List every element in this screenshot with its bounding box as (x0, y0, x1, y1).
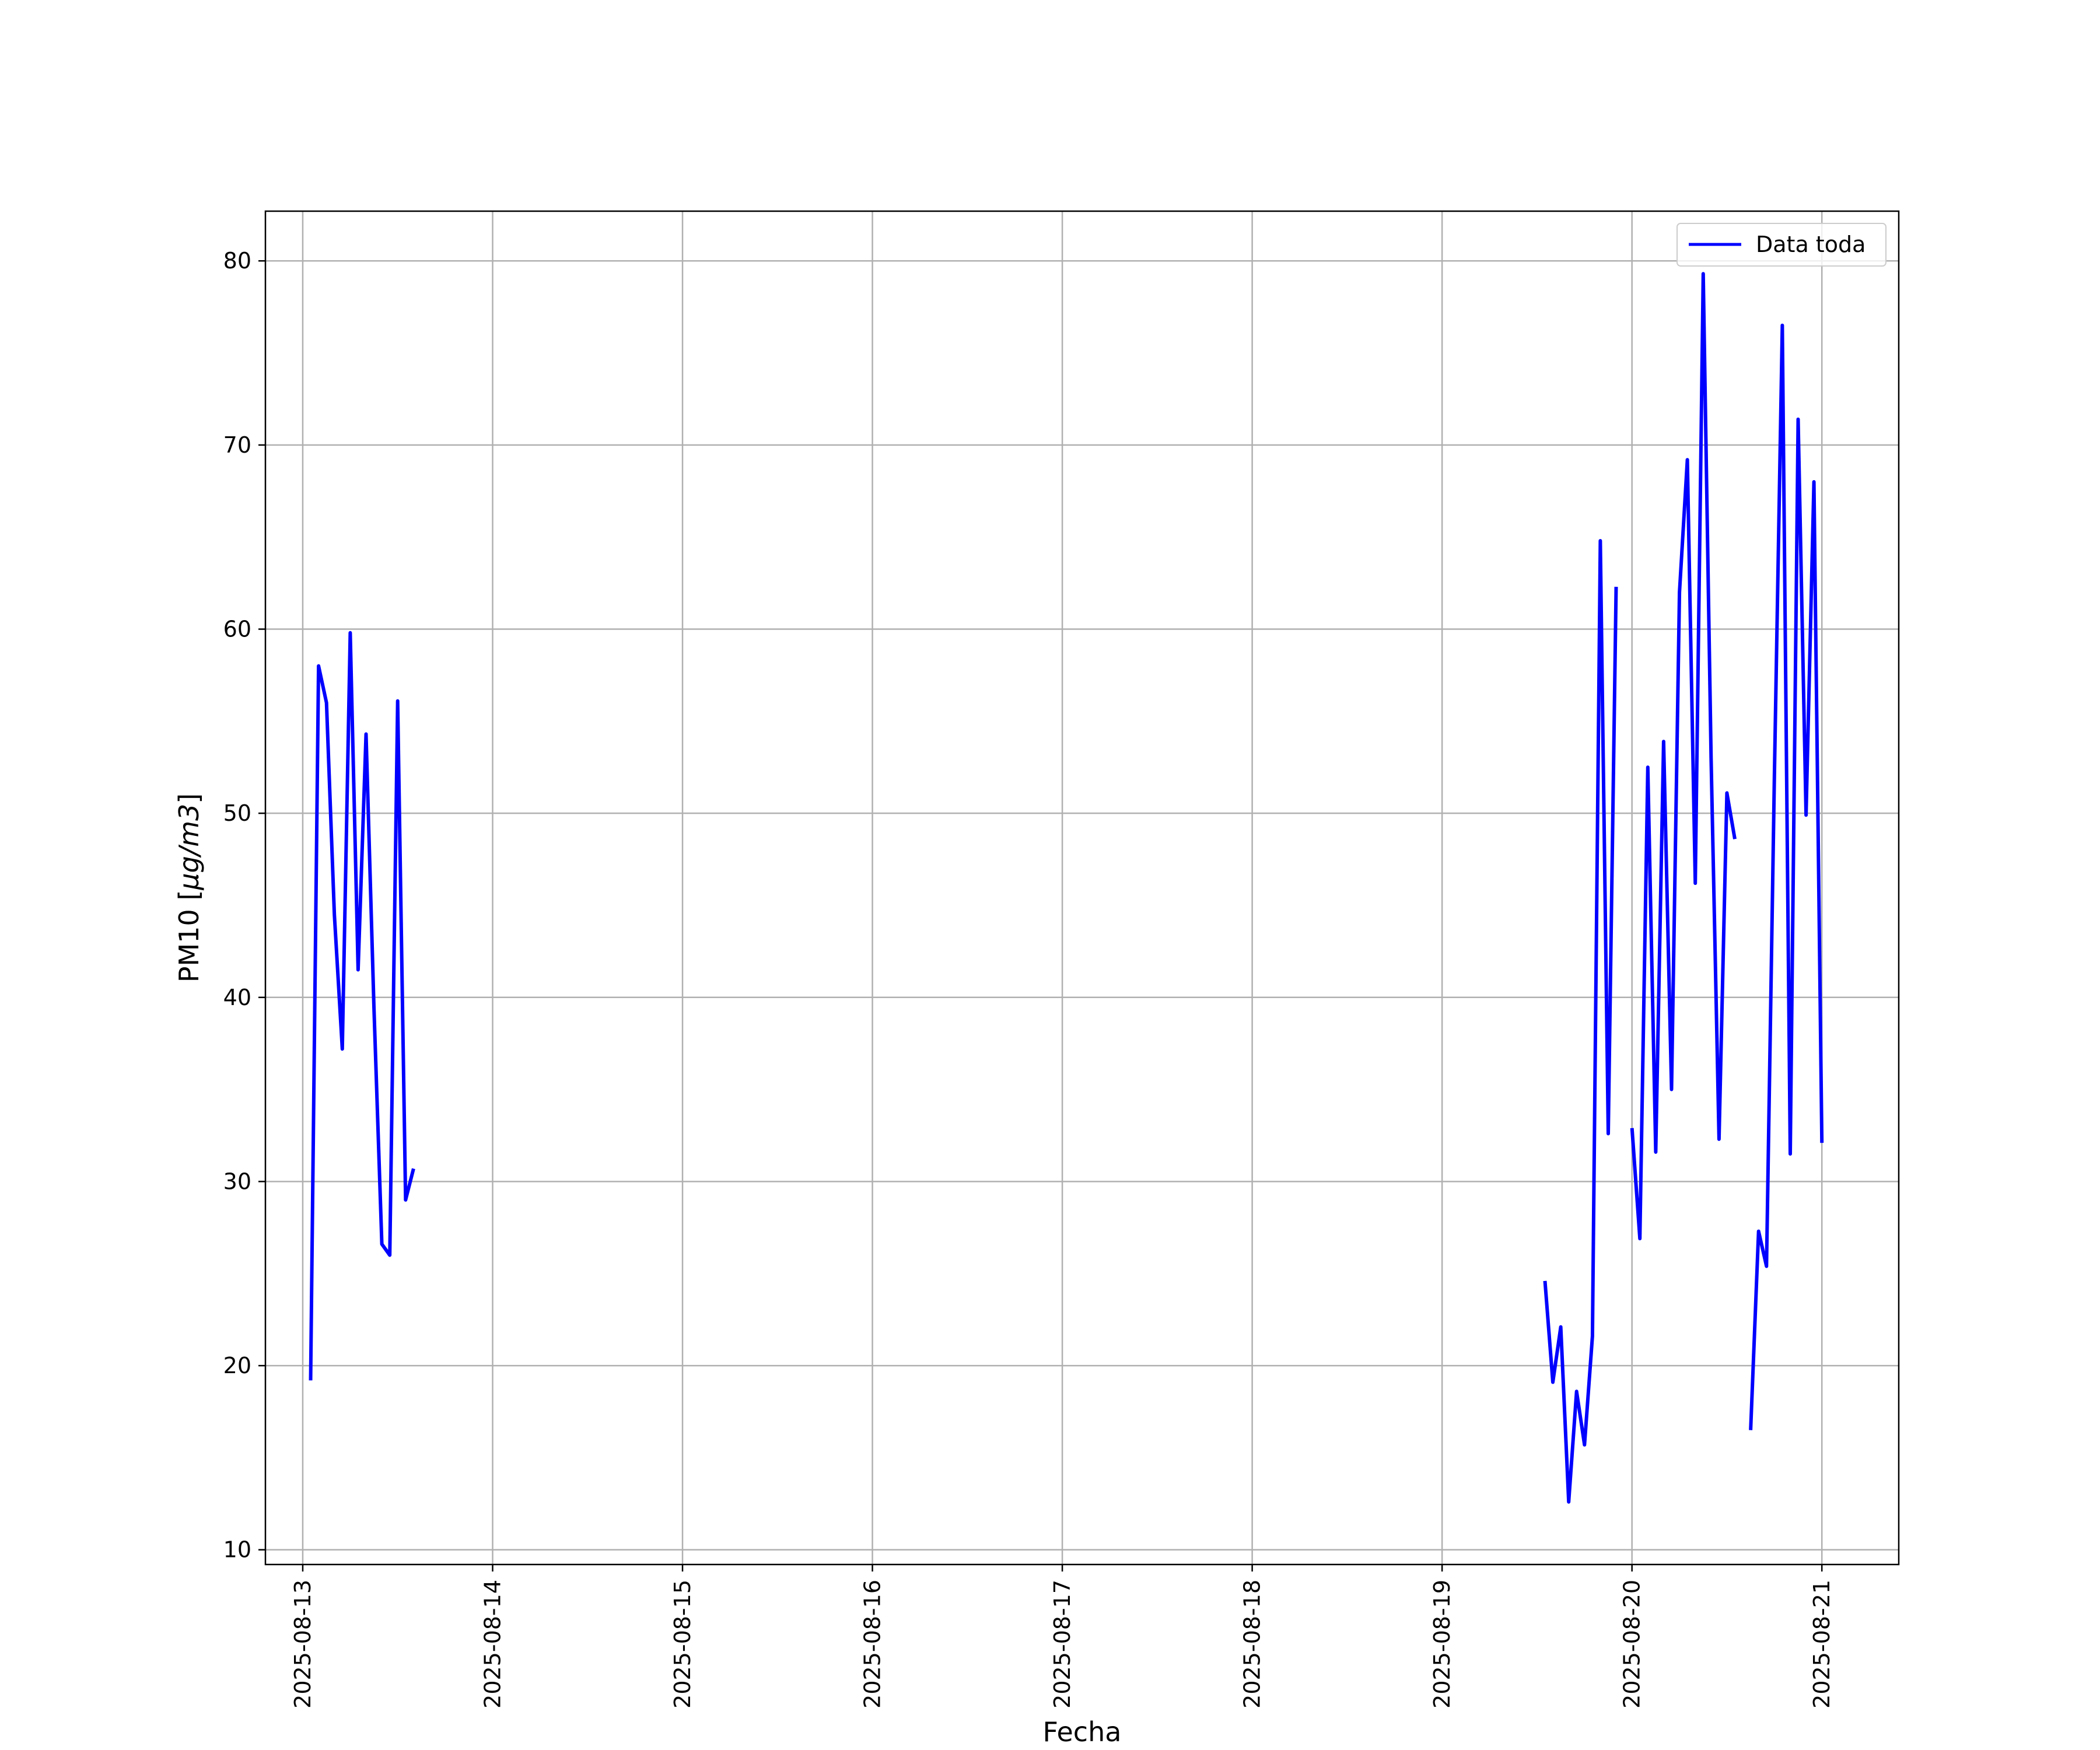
series-line-segment (1543, 539, 1618, 1504)
y-tick-label: 20 (223, 1353, 251, 1378)
x-tick-label: 2025-08-14 (480, 1580, 506, 1709)
x-tick-label: 2025-08-19 (1429, 1580, 1455, 1709)
y-axis-label-suffix: ] (173, 793, 205, 804)
y-tick-label: 30 (223, 1168, 251, 1194)
plot-frame (264, 210, 1900, 1566)
x-tick-label: 2025-08-18 (1240, 1580, 1265, 1709)
y-tick-label: 80 (223, 248, 251, 274)
legend: Data toda (1676, 223, 1887, 267)
x-tick-label: 2025-08-20 (1619, 1580, 1645, 1709)
y-axis-label-prefix: PM10 [ (173, 890, 205, 983)
series-lines (309, 272, 1824, 1504)
x-tick-label: 2025-08-16 (860, 1580, 886, 1709)
y-axis-label: PM10 [μg/m3] (173, 793, 205, 983)
legend-label: Data toda (1756, 232, 1866, 257)
y-tick-label: 10 (223, 1537, 251, 1563)
grid (265, 211, 1899, 1564)
y-tick-label: 40 (223, 985, 251, 1010)
y-tick-label: 70 (223, 432, 251, 458)
y-axis-label-unit: μg/m3 (173, 804, 205, 891)
x-axis-label: Fecha (1043, 1716, 1122, 1748)
series-line-segment (1749, 323, 1824, 1430)
series-line-segment (1630, 272, 1737, 1241)
y-tick-label: 60 (223, 617, 251, 642)
x-tick-label: 2025-08-13 (290, 1580, 316, 1709)
x-tick-label: 2025-08-17 (1049, 1580, 1075, 1709)
y-tick-label: 50 (223, 800, 251, 826)
legend-box (1676, 223, 1887, 267)
series-line-segment (309, 631, 415, 1381)
axis-ticks: 2025-08-13 2025-08-14 2025-08-15 2025-08-16… (223, 248, 1835, 1709)
x-tick-label: 2025-08-21 (1809, 1580, 1835, 1709)
x-tick-label: 2025-08-15 (670, 1580, 695, 1709)
